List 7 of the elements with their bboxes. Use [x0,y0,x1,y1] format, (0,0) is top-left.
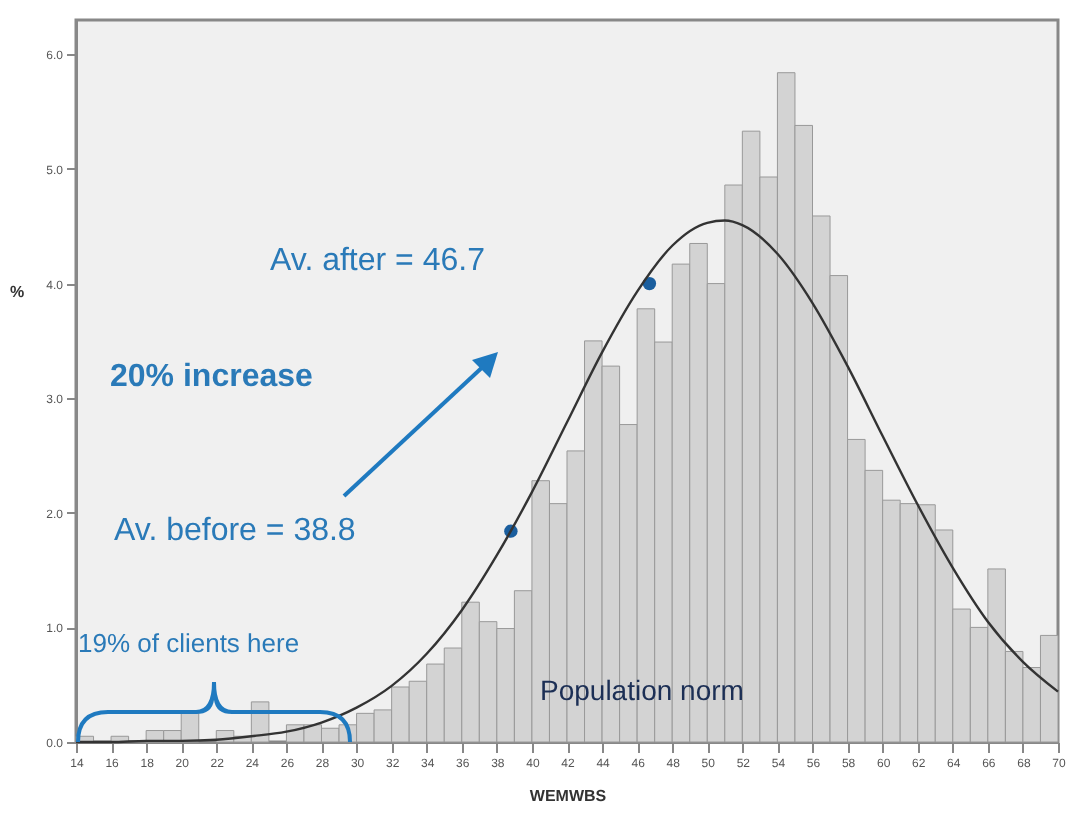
annotation: 20% increase [110,360,314,394]
annotation: Av. before = 38.8 [114,514,356,548]
annotation: Population norm [540,674,744,706]
annotation: 19% of clients here [78,628,300,658]
y-axis-title: % [9,283,25,301]
annotation: Av. after = 46.7 [270,244,486,278]
x-axis-title: WEMWBS [529,787,608,805]
